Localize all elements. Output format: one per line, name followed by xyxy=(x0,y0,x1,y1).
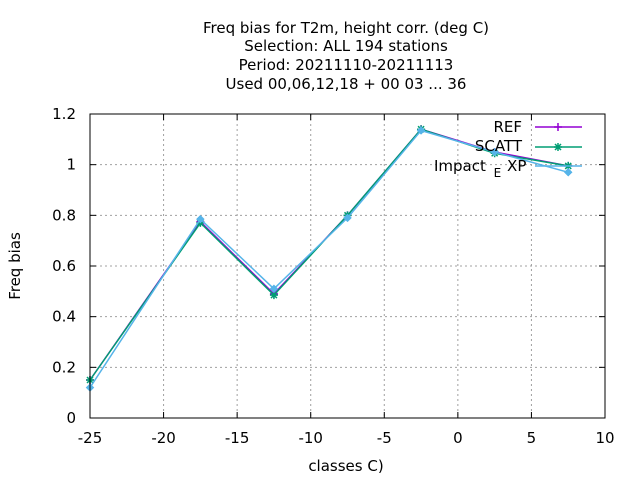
legend-label-scatt: SCATT xyxy=(475,137,523,155)
x-tick-label: 5 xyxy=(527,429,537,447)
x-tick-label: -20 xyxy=(151,429,176,447)
y-tick-label: 0.8 xyxy=(52,206,76,224)
x-tick-label: -25 xyxy=(78,429,103,447)
chart-title: Freq bias for T2m, height corr. (deg C) … xyxy=(203,19,489,93)
y-tick-label: 0 xyxy=(66,409,76,427)
x-tick-label: 10 xyxy=(595,429,614,447)
grid xyxy=(90,114,605,418)
legend-label-impact-suffix: XP xyxy=(507,157,526,175)
y-tick-label: 0.2 xyxy=(52,358,76,376)
axis-ticks xyxy=(89,113,606,419)
data-point-impact xyxy=(490,147,499,157)
tick-labels: 0 0.2 0.4 0.6 0.8 1 1.2 -25 -20 -15 -10 -5 0 5 10 xyxy=(52,105,614,447)
title-line-2: Selection: ALL 194 stations xyxy=(244,37,448,55)
title-line-4: Used 00,06,12,18 + 00 03 ... 36 xyxy=(226,75,467,93)
data-point-impact xyxy=(416,126,426,135)
x-tick-label: -10 xyxy=(298,429,323,447)
y-axis-label: Freq bias xyxy=(6,232,24,300)
plot-frame xyxy=(89,113,606,419)
y-tick-label: 1.2 xyxy=(52,105,76,123)
data-point-impact xyxy=(196,214,205,224)
y-tick-label: 0.6 xyxy=(52,257,76,275)
legend-marker-scatt xyxy=(554,143,562,151)
x-tick-label: -15 xyxy=(225,429,250,447)
legend-label-impact: Impact E XP xyxy=(434,157,526,181)
data-point-impact xyxy=(269,284,279,294)
data-point-impact xyxy=(563,167,573,177)
title-line-3: Period: 20211110-20211113 xyxy=(239,56,454,74)
x-axis-label: classes C) xyxy=(308,457,383,475)
y-tick-label: 0.4 xyxy=(52,308,76,326)
x-tick-label: 0 xyxy=(453,429,463,447)
legend-label-impact-main: Impact xyxy=(434,157,486,175)
legend: REF SCATT Impact E XP xyxy=(434,118,582,181)
x-tick-label: -5 xyxy=(377,429,392,447)
title-line-1: Freq bias for T2m, height corr. (deg C) xyxy=(203,19,489,37)
legend-label-impact-sub: E xyxy=(494,166,502,180)
data-point-impact xyxy=(343,213,352,223)
legend-marker-ref xyxy=(554,123,562,131)
data-point-scatt xyxy=(269,291,278,300)
legend-label-ref: REF xyxy=(493,118,522,136)
y-tick-label: 1 xyxy=(66,156,76,174)
